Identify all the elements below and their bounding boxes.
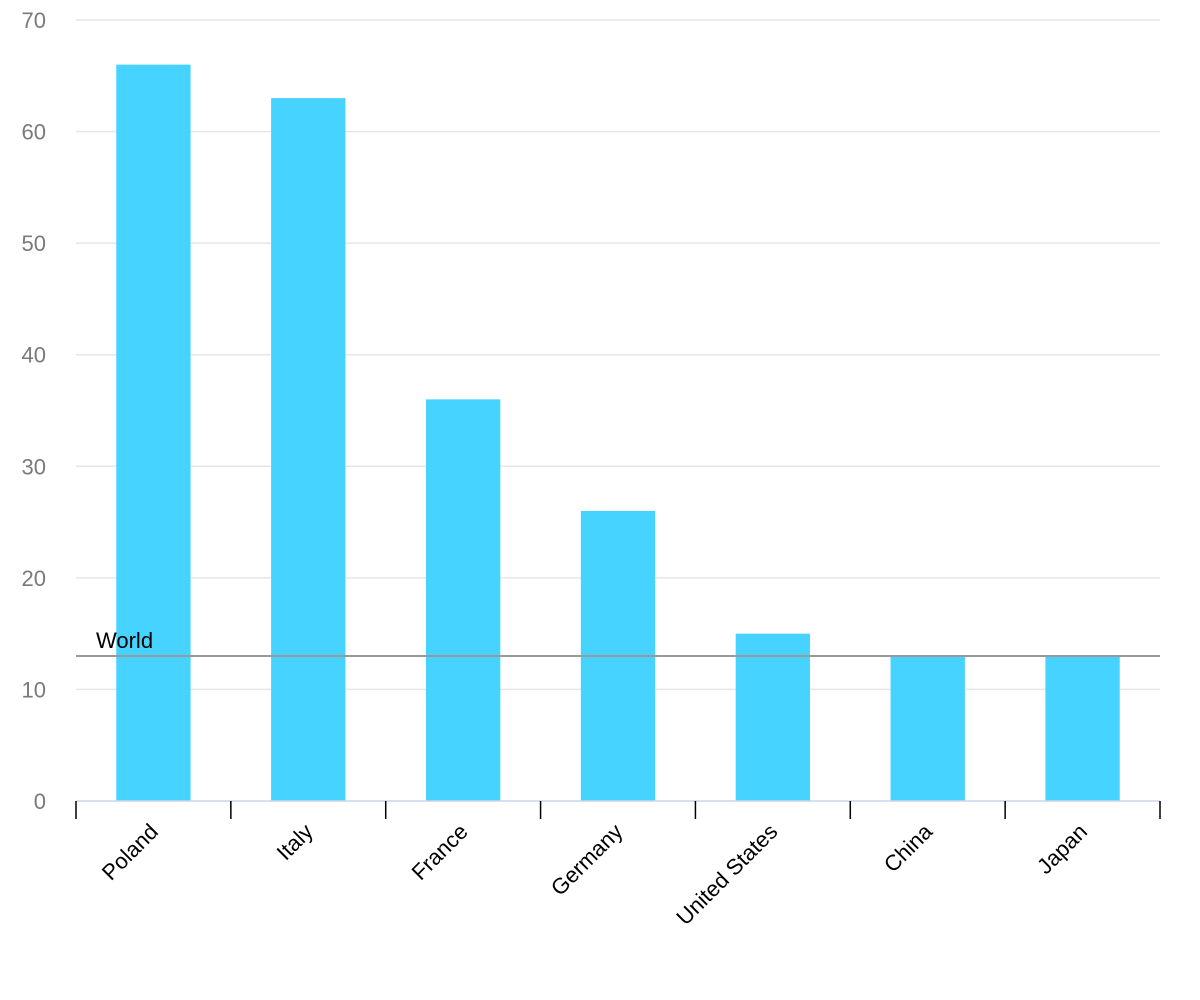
- x-tick-label: China: [879, 818, 938, 877]
- world-reference-label: World: [96, 628, 153, 653]
- y-tick-label: 50: [22, 231, 46, 256]
- y-tick-label: 70: [22, 8, 46, 33]
- y-axis: 0 10 20 30 40 50 60 70: [22, 8, 46, 814]
- grid: [76, 19, 1160, 691]
- y-tick-label: 60: [22, 120, 46, 145]
- bar-italy: [271, 98, 346, 802]
- bar-france: [425, 399, 501, 801]
- x-axis: Poland Italy France Germany United States Chi…: [75, 800, 1161, 930]
- bars: [116, 64, 1120, 802]
- bar-japan: [1045, 655, 1120, 801]
- x-tick-label: Poland: [97, 819, 163, 885]
- x-tick-label: Italy: [272, 819, 318, 865]
- y-tick-label: 40: [22, 343, 46, 368]
- x-tick-label: Japan: [1032, 819, 1092, 879]
- bar-china: [890, 655, 965, 801]
- y-tick-label: 20: [22, 566, 46, 591]
- x-tick-label: France: [407, 819, 473, 885]
- bar-united-states: [735, 633, 811, 801]
- x-tick-label: Germany: [546, 819, 628, 901]
- bar-poland: [116, 64, 191, 802]
- y-tick-label: 30: [22, 454, 46, 479]
- reference-line-group: World: [76, 628, 1160, 657]
- x-tick-label: United States: [671, 819, 782, 930]
- y-tick-label: 10: [22, 677, 46, 702]
- y-tick-label: 0: [34, 789, 46, 814]
